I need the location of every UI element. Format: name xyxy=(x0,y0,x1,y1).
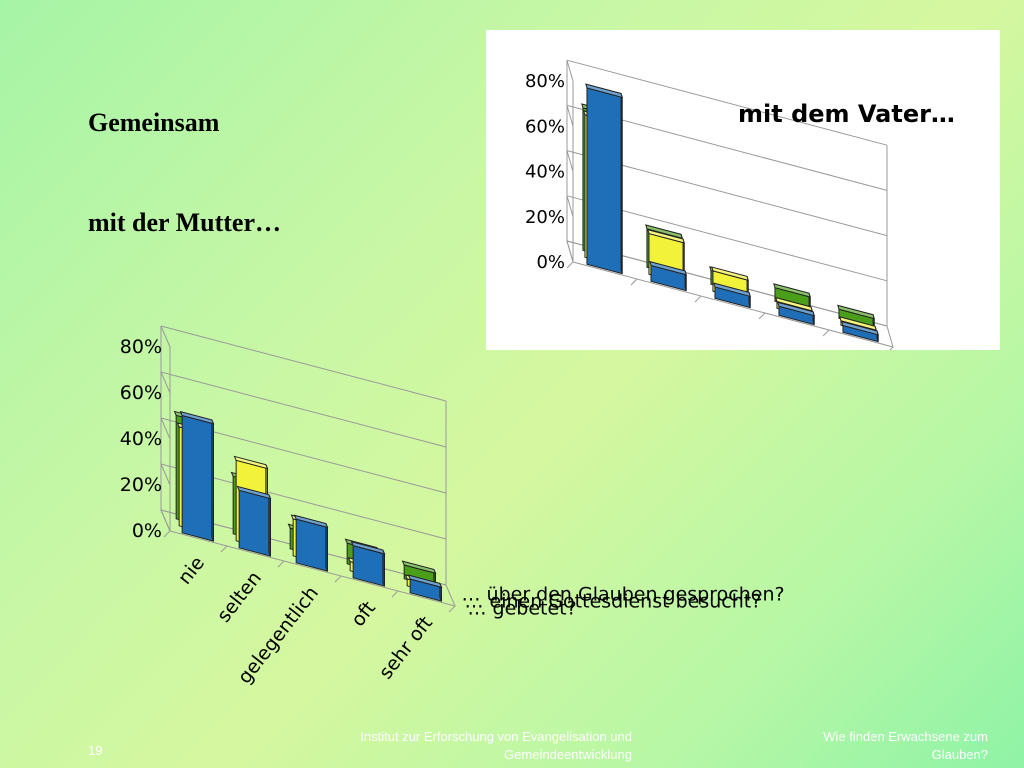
bar-front xyxy=(586,87,623,275)
category-label: sehr oft xyxy=(375,612,437,683)
floor xyxy=(160,509,456,607)
gridline-side xyxy=(160,325,171,348)
y-tick-label: 0% xyxy=(132,520,162,542)
bar-front xyxy=(295,518,328,572)
bar-1-s2-sehr oft xyxy=(837,304,875,329)
category-tick xyxy=(886,346,894,354)
bar-top xyxy=(839,316,877,331)
bar-top xyxy=(293,514,329,529)
footer-institute-line2: Gemeindeentwicklung xyxy=(504,747,632,762)
bar-top xyxy=(841,320,879,336)
bar-1-s0-sehr oft xyxy=(841,320,879,343)
category-tick xyxy=(334,575,342,583)
gridline-side xyxy=(160,371,171,394)
page-number: 19 xyxy=(88,743,103,758)
bar-side xyxy=(325,523,328,572)
bar-0-s0-nie xyxy=(179,410,215,542)
bar-0-s0-oft xyxy=(350,541,386,587)
series-label: … über den Glauben gesprochen? xyxy=(462,584,785,606)
floor xyxy=(566,240,894,348)
gridline-side xyxy=(566,150,574,172)
category-tick xyxy=(566,261,574,269)
category-tick xyxy=(277,560,285,568)
category-tick xyxy=(448,605,456,613)
gridline-side xyxy=(160,463,171,486)
footer-institute: Institut zur Erforschung von Evangelisat… xyxy=(262,728,632,764)
gridline-back xyxy=(566,59,888,146)
chart-vater-panel: 0% 20% 40% 60% 80% mit dem Vater… xyxy=(486,30,1000,354)
bar-top xyxy=(233,455,269,470)
bar-1-s0-nie xyxy=(585,83,623,275)
chart-vater: 0% 20% 40% 60% 80% mit dem Vater… xyxy=(525,59,955,354)
y-tick-label: 40% xyxy=(525,162,565,183)
bar-front xyxy=(181,414,214,542)
bar-side xyxy=(620,93,623,274)
gridline-side xyxy=(566,195,574,217)
bar-top xyxy=(711,266,749,281)
category-label: selten xyxy=(213,567,266,626)
y-tick-label: 60% xyxy=(525,116,565,137)
bar-top xyxy=(775,296,813,312)
y-tick-label: 40% xyxy=(120,428,162,450)
bar-top xyxy=(649,260,687,276)
category-tick xyxy=(694,295,702,303)
y-tick-label: 80% xyxy=(525,71,565,92)
bar-0-s0-sehr oft xyxy=(407,574,443,602)
bar-top xyxy=(179,410,215,425)
chart-title: mit dem Vater… xyxy=(738,100,955,128)
bar-side xyxy=(211,419,214,542)
series-label: … einen Gottesdienst besucht? xyxy=(465,591,762,613)
bar-top xyxy=(350,541,386,555)
bar-side xyxy=(382,549,385,587)
category-tick xyxy=(391,590,399,598)
category-tick xyxy=(822,329,830,337)
footer-title-line2: Glauben? xyxy=(931,747,988,762)
category-tick xyxy=(220,545,228,553)
footer-institute-line1: Institut zur Erforschung von Evangelisat… xyxy=(360,729,632,744)
category-tick xyxy=(758,312,766,320)
heading-gemeinsam: Gemeinsam xyxy=(88,108,220,137)
heading-mutter: mit der Mutter… xyxy=(88,208,282,237)
bar-front xyxy=(238,489,271,557)
bar-0-s0-selten xyxy=(236,485,272,557)
gridline-side xyxy=(566,105,574,127)
series-label: … gebetet? xyxy=(468,598,577,620)
bar-top xyxy=(585,83,623,99)
bar-top xyxy=(713,282,751,298)
bar-1-s0-gelegentlich xyxy=(713,282,751,309)
bar-1-s0-selten xyxy=(649,260,687,292)
category-tick xyxy=(630,278,638,286)
gridline-back xyxy=(160,325,447,402)
bar-top xyxy=(773,283,811,298)
y-tick-label: 60% xyxy=(120,382,162,404)
category-label: nie xyxy=(174,552,209,588)
category-label: oft xyxy=(347,597,380,631)
y-tick-label: 80% xyxy=(120,336,162,358)
gridline-side xyxy=(566,60,574,82)
y-tick-label: 20% xyxy=(120,474,162,496)
bar-1-s0-oft xyxy=(777,301,815,326)
bar-top xyxy=(401,560,437,574)
category-tick xyxy=(163,530,171,538)
bar-top xyxy=(647,229,685,244)
bar-side xyxy=(268,494,271,557)
bar-top xyxy=(407,574,443,588)
y-tick-label: 0% xyxy=(536,252,565,273)
footer-title-line1: Wie finden Erwachsene zum xyxy=(823,729,988,744)
bar-top xyxy=(837,304,875,320)
footer-presentation-title: Wie finden Erwachsene zum Glauben? xyxy=(740,728,988,764)
y-tick-label: 20% xyxy=(525,207,565,228)
bar-top xyxy=(777,301,815,317)
bar-top xyxy=(645,224,683,239)
bar-0-s0-gelegentlich xyxy=(293,514,329,572)
bar-top xyxy=(236,485,272,500)
gridline-side xyxy=(160,417,171,440)
gridline-back xyxy=(160,371,447,448)
